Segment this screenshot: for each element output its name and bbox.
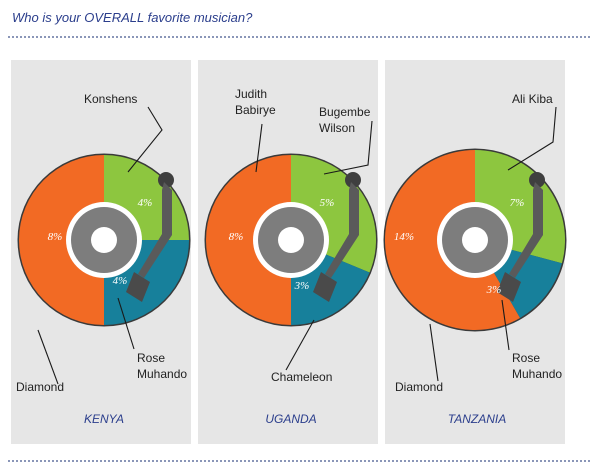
tanzania-tonearm-shaft (509, 182, 543, 278)
uganda-value-judith-babirye: 8% (229, 231, 244, 243)
uganda-label-line: Wilson (319, 121, 355, 135)
tanzania-donut: 7% 3% 14% Ali Kiba Rose Muhando Diamond TANZANI… (383, 92, 567, 426)
uganda-tonearm-head (313, 272, 337, 302)
uganda-label-line: Babirye (235, 103, 276, 117)
kenya-tonearm-shaft (138, 182, 172, 278)
kenya-label-line: Konshens (84, 92, 137, 106)
uganda-label-bugembe-wilson: Bugembe Wilson (319, 105, 371, 135)
chart-question-title: Who is your OVERALL favorite musician? (12, 10, 253, 25)
uganda-disc-spindle-ring (278, 227, 304, 253)
uganda-leader-chameleon (285, 319, 315, 371)
kenya-leader-diamond (37, 329, 59, 385)
tanzania-label-line: Muhando (512, 367, 562, 381)
uganda-leader-judith-babirye (255, 123, 263, 173)
tanzania-label-diamond: Diamond (395, 380, 443, 394)
kenya-country-label: KENYA (84, 412, 124, 426)
kenya-value-konshens: 4% (138, 197, 153, 209)
tanzania-country-label: TANZANIA (448, 412, 506, 426)
uganda-label-line: Chameleon (271, 370, 332, 384)
tanzania-disc-spindle-ring (462, 227, 488, 253)
kenya-label-line: Muhando (137, 367, 187, 381)
kenya-label-diamond: Diamond (16, 380, 64, 394)
kenya-value-diamond: 8% (48, 231, 63, 243)
bottom-dotted-divider (8, 460, 590, 462)
kenya-label-rose-muhando: Rose Muhando (137, 351, 187, 381)
tanzania-label-rose-muhando: Rose Muhando (512, 351, 562, 381)
kenya-donut: 4% 4% 8% Konshens Rose Muhando Diamond KENYA (16, 92, 191, 426)
kenya-tonearm-head (126, 272, 150, 302)
uganda-label-line: Bugembe (319, 105, 371, 119)
kenya-label-line: Rose (137, 351, 165, 365)
tanzania-value-diamond: 14% (394, 231, 414, 243)
kenya-disc-spindle-ring (91, 227, 117, 253)
uganda-country-label: UGANDA (265, 412, 316, 426)
kenya-tonearm-pivot (158, 172, 174, 188)
tanzania-leader-diamond (429, 323, 439, 382)
tanzania-leader-ali-kiba (507, 106, 557, 171)
uganda-value-bugembe-wilson: 5% (320, 197, 335, 209)
uganda-donut: 5% 3% 8% Bugembe Wilson Chameleon Judith Babiry… (204, 87, 378, 426)
tanzania-tonearm (497, 172, 545, 302)
uganda-leader-bugembe-wilson (323, 120, 373, 175)
tanzania-label-line: Rose (512, 351, 540, 365)
tanzania-value-ali-kiba: 7% (510, 197, 525, 209)
tanzania-leader-rose-muhando (501, 299, 510, 351)
tanzania-label-line: Ali Kiba (512, 92, 553, 106)
uganda-label-chameleon: Chameleon (271, 370, 332, 384)
kenya-label-line: Diamond (16, 380, 64, 394)
kenya-leader-konshens (127, 106, 163, 173)
uganda-tonearm-shaft (325, 182, 359, 278)
uganda-label-judith-babirye: Judith Babirye (235, 87, 276, 117)
uganda-value-chameleon: 3% (294, 280, 310, 292)
kenya-slice-diamond (19, 155, 104, 325)
tanzania-tonearm-pivot (529, 172, 545, 188)
uganda-tonearm-pivot (345, 172, 361, 188)
tanzania-value-rose-muhando: 3% (486, 284, 502, 296)
tanzania-label-ali-kiba: Ali Kiba (512, 92, 553, 106)
kenya-tonearm (126, 172, 174, 302)
tanzania-label-line: Diamond (395, 380, 443, 394)
top-dotted-divider (8, 36, 590, 38)
uganda-tonearm (313, 172, 361, 302)
kenya-leader-rose-muhando (117, 297, 135, 350)
uganda-label-line: Judith (235, 87, 267, 101)
kenya-value-rose-muhando: 4% (113, 275, 128, 287)
tanzania-tonearm-head (497, 272, 521, 302)
kenya-label-konshens: Konshens (84, 92, 137, 106)
uganda-slice-judith-babirye (206, 155, 291, 325)
